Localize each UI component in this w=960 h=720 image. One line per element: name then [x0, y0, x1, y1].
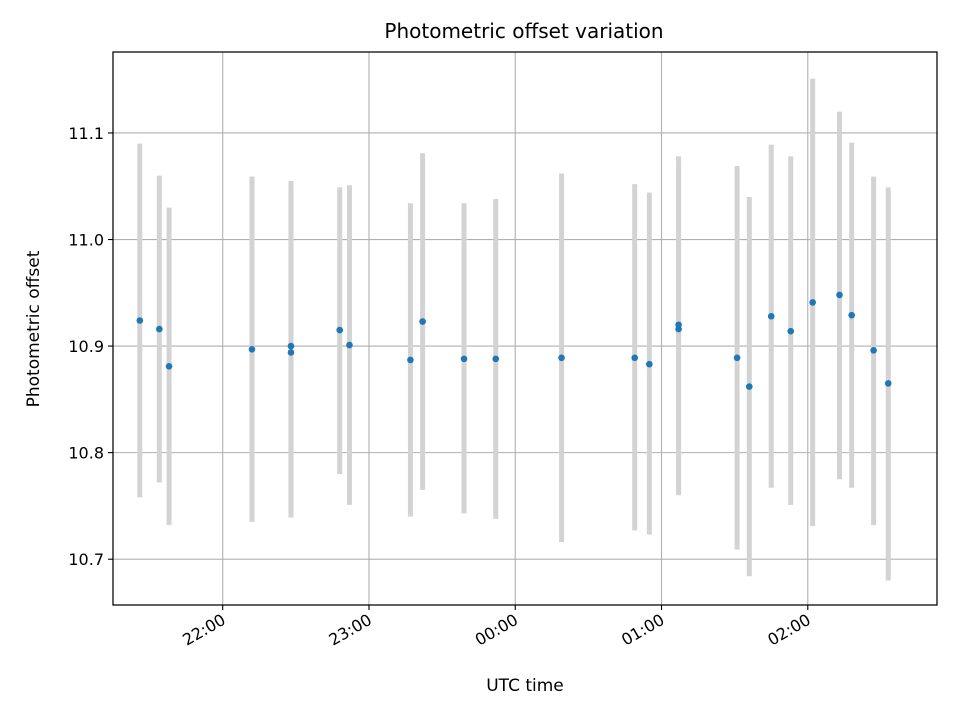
data-point [346, 341, 353, 349]
plot-frame [112, 51, 938, 606]
y-axis-ticks: 10.7 10.8 10.9 11.0 11.1 [68, 124, 113, 569]
y-axis-label: Photometric offset [24, 250, 44, 407]
data-point [631, 354, 639, 362]
data-point [336, 326, 344, 334]
y-tick-label: 11.0 [68, 231, 104, 250]
data-point [287, 349, 295, 356]
data-point [419, 318, 426, 325]
y-tick-label: 10.8 [68, 444, 104, 463]
data-point [836, 291, 843, 299]
data-point [156, 325, 163, 333]
data-point [558, 354, 565, 362]
data-point [136, 317, 144, 324]
data-point [733, 354, 741, 362]
data-point [809, 299, 816, 306]
data-point [884, 380, 892, 387]
y-tick-label: 10.9 [68, 337, 104, 356]
data-point [870, 347, 877, 354]
x-axis-label: UTC time [486, 676, 564, 696]
y-tick-label: 11.1 [68, 124, 104, 143]
data-point [492, 355, 500, 363]
data-point [646, 360, 653, 368]
data-point [675, 325, 682, 333]
y-tick-label: 10.7 [68, 550, 104, 569]
data-point [407, 356, 414, 364]
data-point [787, 327, 795, 335]
data-point [767, 312, 775, 320]
data-point [848, 311, 855, 319]
data-point [165, 363, 173, 370]
chart-title: Photometric offset variation [384, 19, 663, 43]
data-point [248, 345, 256, 353]
data-point [460, 355, 468, 363]
data-point [745, 383, 753, 390]
data-points [136, 291, 892, 390]
data-point [287, 342, 295, 350]
